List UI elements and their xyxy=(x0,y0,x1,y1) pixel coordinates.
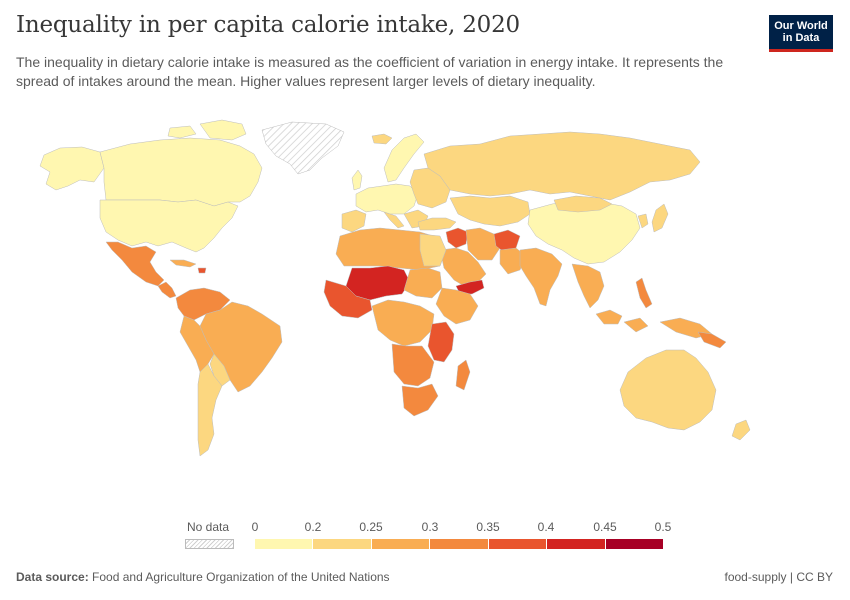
legend-bin[interactable] xyxy=(430,539,489,549)
country-sudan[interactable] xyxy=(403,267,443,299)
legend-tick: 0.2 xyxy=(304,520,322,534)
country-south-africa[interactable] xyxy=(401,383,439,417)
legend-no-data-swatch[interactable] xyxy=(185,539,234,549)
legend-tick: 0.25 xyxy=(359,520,383,534)
license-text[interactable]: food-supply | CC BY xyxy=(724,570,834,584)
chart-title: Inequality in per capita calorie intake,… xyxy=(16,12,520,38)
legend-bin[interactable] xyxy=(313,539,372,549)
legend-color-bins xyxy=(255,539,663,549)
country-saudi-arabia[interactable] xyxy=(439,247,487,287)
country-australia[interactable] xyxy=(619,349,717,431)
country-spain-portugal[interactable] xyxy=(341,209,367,233)
region-central-africa[interactable] xyxy=(371,299,435,347)
country-cuba[interactable] xyxy=(169,259,197,268)
country-uk[interactable] xyxy=(351,169,363,191)
legend-tick: 0.45 xyxy=(593,520,617,534)
owid-logo[interactable]: Our World in Data xyxy=(769,15,833,52)
region-western-europe[interactable] xyxy=(355,183,419,215)
legend-tick: 0.5 xyxy=(654,520,672,534)
legend-no-data-label: No data xyxy=(187,520,230,534)
country-usa[interactable] xyxy=(99,199,239,253)
logo-line-1: Our World xyxy=(774,20,828,32)
country-korea[interactable] xyxy=(637,213,649,229)
region-sahel[interactable] xyxy=(345,265,411,301)
country-iran[interactable] xyxy=(465,227,501,261)
country-alaska[interactable] xyxy=(39,146,105,191)
region-horn-of-africa[interactable] xyxy=(435,287,479,325)
legend-tick: 0 xyxy=(251,520,259,534)
data-source-label: Data source: xyxy=(16,570,89,584)
legend-tick: 0.35 xyxy=(476,520,500,534)
country-india[interactable] xyxy=(519,247,563,307)
country-new-zealand[interactable] xyxy=(731,419,751,441)
country-chile-argentina[interactable] xyxy=(197,363,223,457)
country-mongolia[interactable] xyxy=(553,195,613,213)
country-egypt[interactable] xyxy=(419,233,447,267)
legend-bin[interactable] xyxy=(255,539,314,549)
region-scandinavia[interactable] xyxy=(383,133,425,183)
legend-bin[interactable] xyxy=(371,539,431,549)
region-east-africa[interactable] xyxy=(427,321,455,363)
country-papua-new-guinea[interactable] xyxy=(697,331,727,349)
canada-islands[interactable] xyxy=(167,119,247,141)
world-map[interactable] xyxy=(0,110,850,510)
color-legend: No data 0 0.2 0.25 0.3 0.35 0.4 0.45 0.5 xyxy=(0,515,850,555)
legend-tick: 0.4 xyxy=(537,520,555,534)
legend-bin[interactable] xyxy=(547,539,606,549)
country-turkey[interactable] xyxy=(417,217,457,231)
country-greenland[interactable] xyxy=(261,121,345,175)
country-japan[interactable] xyxy=(651,203,669,233)
data-source: Data source: Food and Agriculture Organi… xyxy=(16,570,390,584)
data-source-text[interactable]: Food and Agriculture Organization of the… xyxy=(92,570,390,584)
country-russia[interactable] xyxy=(423,131,701,201)
region-levant-iraq[interactable] xyxy=(445,227,469,249)
country-haiti[interactable] xyxy=(197,267,207,274)
country-iceland[interactable] xyxy=(371,133,393,145)
region-mainland-se-asia[interactable] xyxy=(571,263,605,309)
legend-bin[interactable] xyxy=(605,539,663,549)
region-central-asia[interactable] xyxy=(449,195,531,227)
chart-subtitle: The inequality in dietary calorie intake… xyxy=(16,54,724,89)
legend-tick: 0.3 xyxy=(421,520,439,534)
legend-bin[interactable] xyxy=(488,539,548,549)
region-central-america[interactable] xyxy=(157,281,177,299)
country-canada[interactable] xyxy=(99,137,263,207)
country-mexico[interactable] xyxy=(105,241,165,287)
country-pakistan[interactable] xyxy=(499,247,527,275)
country-philippines[interactable] xyxy=(635,277,653,309)
country-indonesia[interactable] xyxy=(595,309,713,339)
country-madagascar[interactable] xyxy=(455,359,471,391)
logo-line-2: in Data xyxy=(782,32,820,44)
region-west-africa-coast[interactable] xyxy=(323,279,373,319)
region-southern-central-africa[interactable] xyxy=(391,343,435,387)
